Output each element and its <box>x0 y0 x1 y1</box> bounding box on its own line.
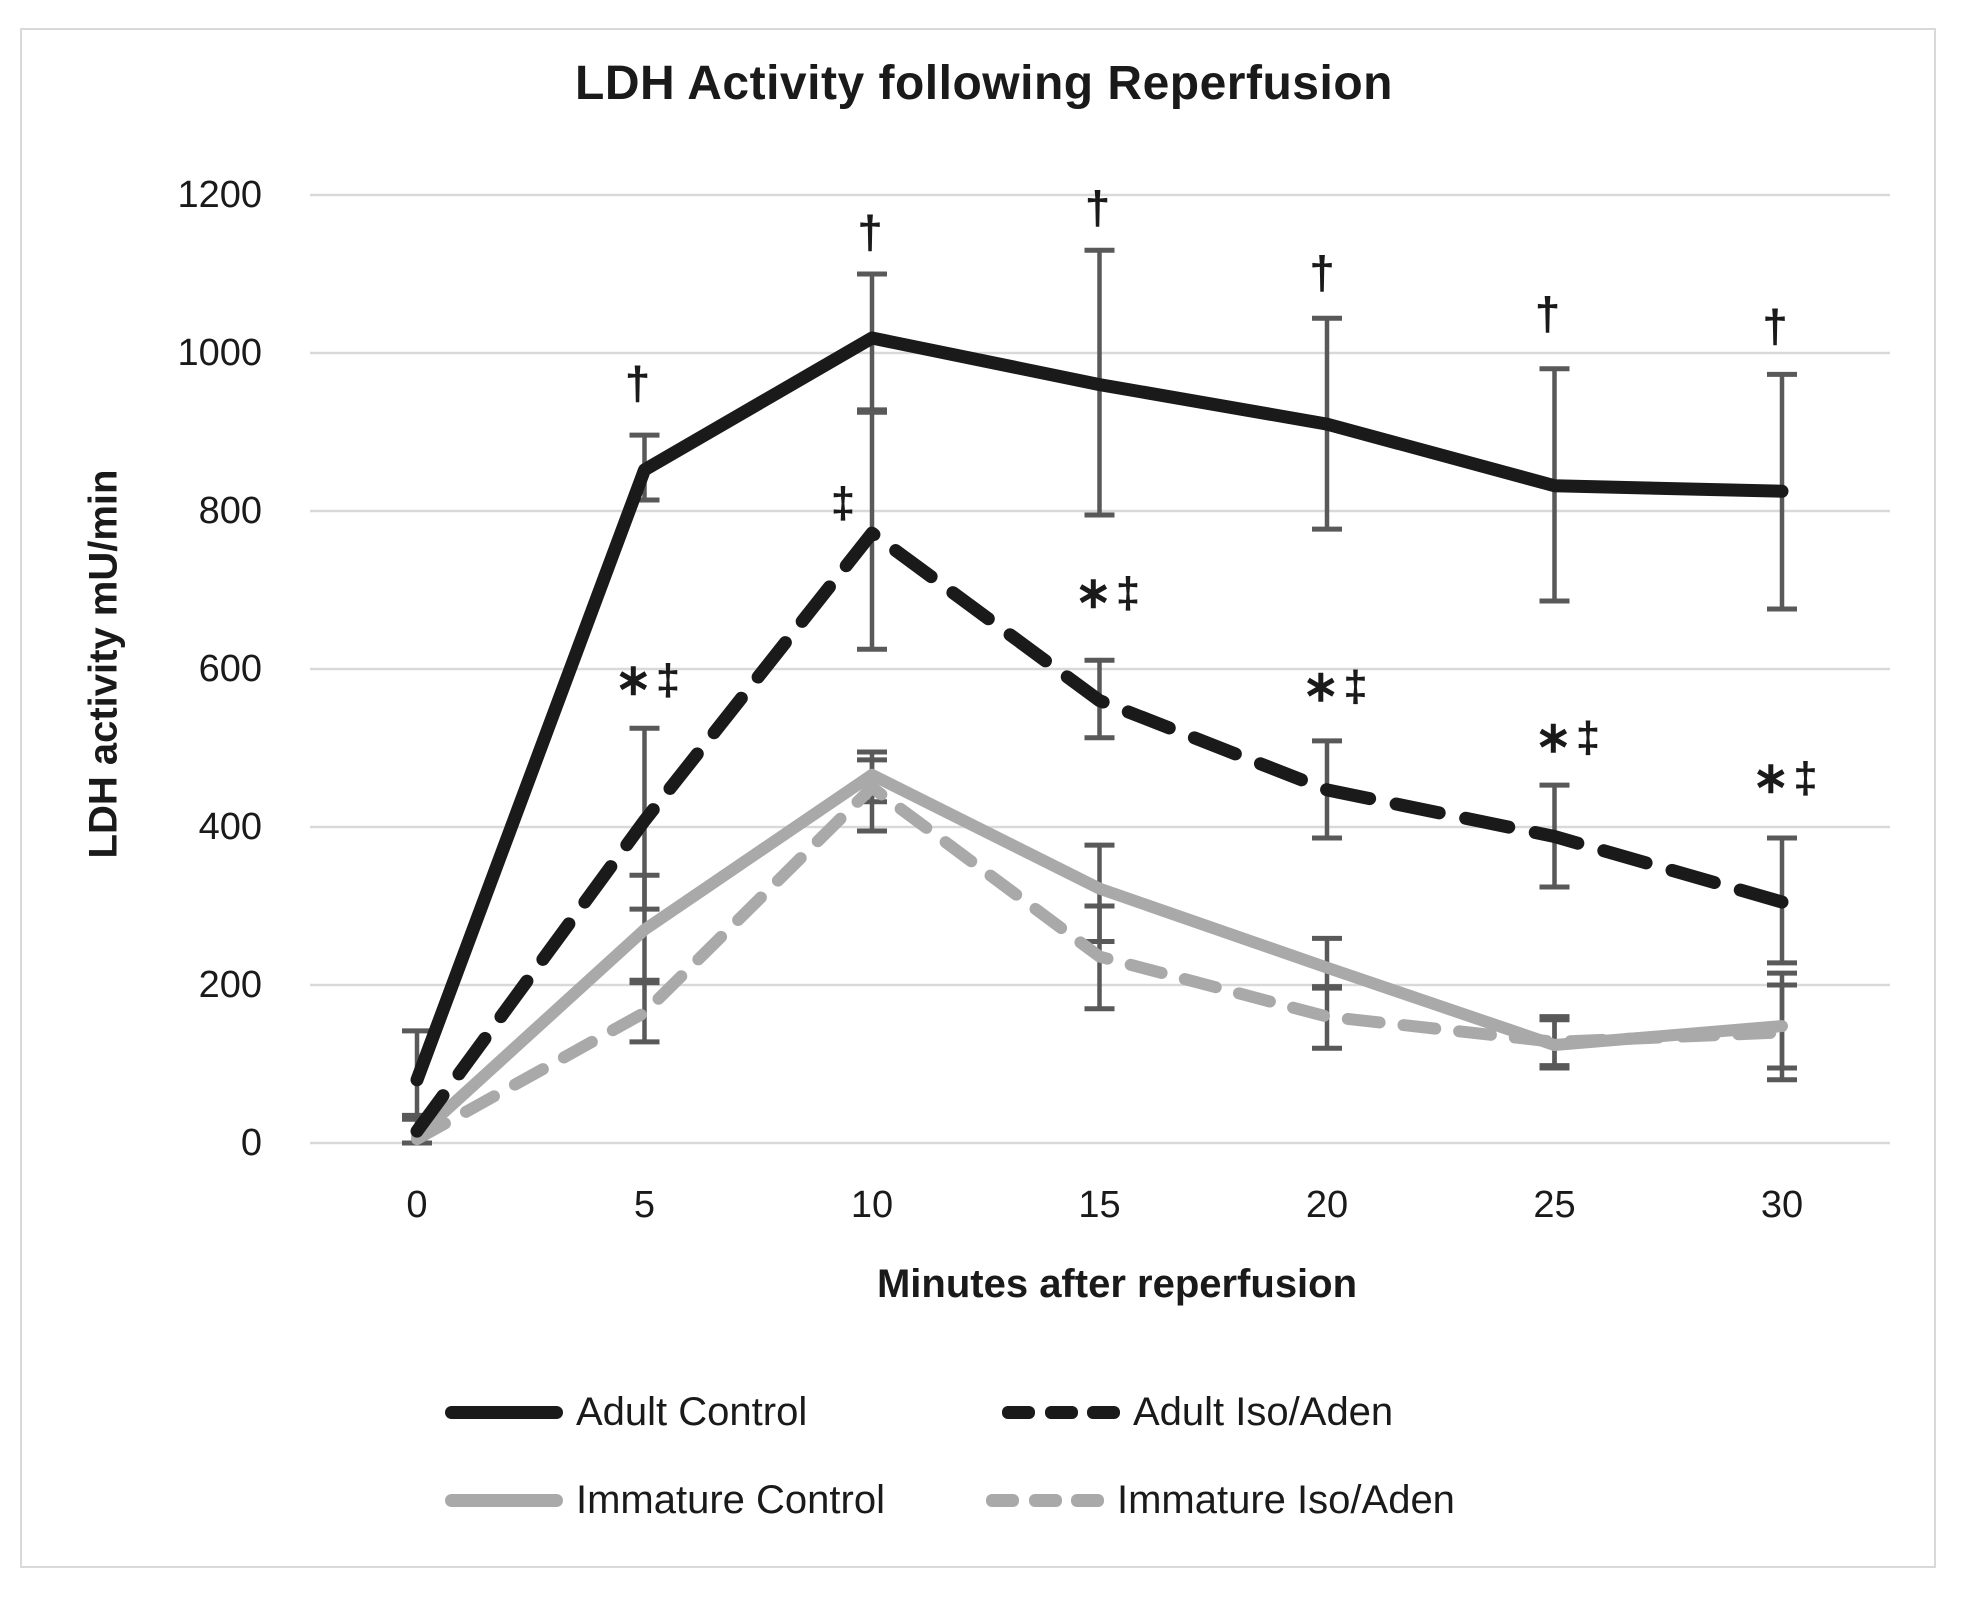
chart-border <box>20 28 1936 1568</box>
chart-title: LDH Activity following Reperfusion <box>575 57 1393 110</box>
annotation-dagger: † <box>625 357 655 409</box>
x-tick-label: 10 <box>851 1184 893 1226</box>
legend-item-adult-iso-aden: Adult Iso/Aden <box>1002 1390 1393 1434</box>
y-tick-label: 800 <box>199 490 262 532</box>
x-tick-label: 25 <box>1533 1184 1575 1226</box>
annotation-significance: ∗‡ <box>1535 713 1604 762</box>
annotation-dagger: † <box>1309 246 1339 298</box>
series-line-immature-iso-aden <box>411 781 1788 1146</box>
annotation-significance: ∗‡ <box>1302 662 1371 711</box>
annotation-significance: ‡ <box>831 479 859 528</box>
annotation-dagger: † <box>1535 288 1565 340</box>
dash-segment <box>1002 1405 1035 1419</box>
dash-segment <box>1028 1493 1062 1507</box>
x-tick-label: 30 <box>1761 1184 1803 1226</box>
legend-swatch-solid-black <box>445 1405 563 1419</box>
y-tick-label: 400 <box>199 806 262 848</box>
y-tick-label: 600 <box>199 648 262 690</box>
x-tick-label: 5 <box>634 1184 655 1226</box>
series-line-adult-iso-aden <box>410 526 1789 1138</box>
annotation-significance: ∗‡ <box>1075 569 1144 618</box>
annotation-dagger: † <box>1762 300 1792 352</box>
dash-segment <box>1071 1493 1104 1507</box>
dash-segment <box>1044 1405 1078 1419</box>
series-line-immature-control <box>411 768 1788 1143</box>
dash-segment <box>1087 1405 1120 1419</box>
legend-label-adult-control: Adult Control <box>576 1389 808 1434</box>
legend-item-immature-control: Immature Control <box>445 1478 885 1522</box>
y-tick-label: 200 <box>199 964 262 1006</box>
y-tick-label: 1200 <box>177 174 262 216</box>
legend-swatch-dashed-black <box>1002 1405 1120 1419</box>
x-tick-label: 15 <box>1078 1184 1120 1226</box>
x-tick-label: 0 <box>406 1184 427 1226</box>
annotation-significance: ∗‡ <box>1752 754 1821 803</box>
legend-item-adult-control: Adult Control <box>445 1390 807 1434</box>
legend-label-adult-iso-aden: Adult Iso/Aden <box>1133 1389 1394 1434</box>
x-axis-title: Minutes after reperfusion <box>876 1262 1358 1306</box>
dash-segment <box>986 1493 1019 1507</box>
x-tick-label: 20 <box>1306 1184 1348 1226</box>
legend-item-immature-iso-aden: Immature Iso/Aden <box>986 1478 1455 1522</box>
series-line-adult-control <box>410 331 1789 1087</box>
legend-label-immature-control: Immature Control <box>576 1477 885 1522</box>
legend-swatch-dashed-gray <box>986 1493 1104 1507</box>
legend-label-immature-iso-aden: Immature Iso/Aden <box>1117 1477 1455 1522</box>
annotation-dagger: † <box>1085 182 1115 234</box>
annotation-dagger: † <box>857 206 887 258</box>
annotation-significance: ∗‡ <box>615 656 684 705</box>
legend-swatch-solid-gray <box>445 1493 563 1507</box>
y-tick-label: 0 <box>241 1122 262 1164</box>
y-tick-label: 1000 <box>177 332 262 374</box>
